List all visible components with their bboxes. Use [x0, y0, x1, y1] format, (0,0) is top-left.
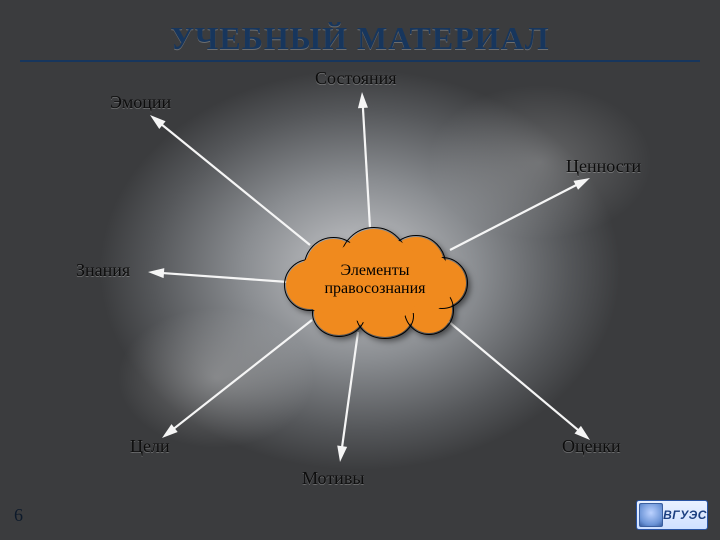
label-emotions: Эмоции	[110, 92, 171, 113]
label-values: Ценности	[566, 156, 641, 177]
page-number: 6	[14, 505, 23, 526]
labels-layer: Эмоции Состояния Ценности Оценки Мотивы Цели З…	[0, 0, 720, 540]
slide-root: УЧЕБНЫЙ МАТЕРИАЛ	[0, 0, 720, 540]
label-goals: Цели	[130, 436, 170, 457]
label-knowledge: Знания	[76, 260, 130, 281]
label-states: Состояния	[315, 68, 397, 89]
org-logo: ВГУЭС	[636, 500, 708, 530]
logo-emblem-icon	[639, 503, 663, 527]
logo-text: ВГУЭС	[663, 508, 707, 522]
label-ratings: Оценки	[562, 436, 621, 457]
label-motives: Мотивы	[302, 468, 364, 489]
